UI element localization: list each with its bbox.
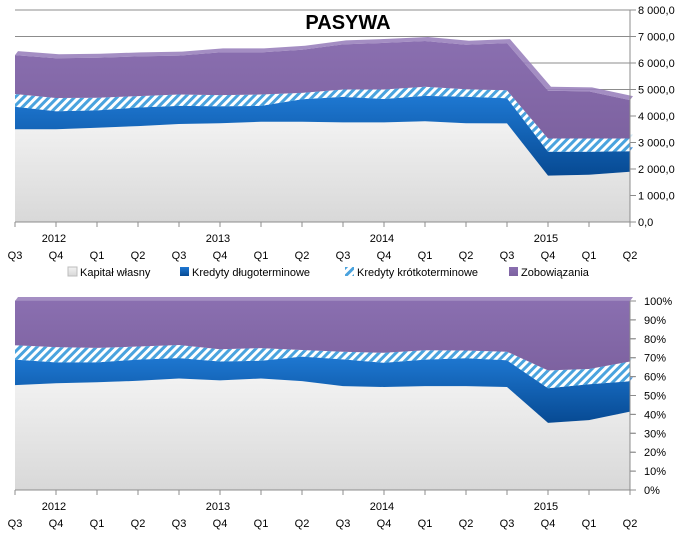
x-tick-label: Q3	[172, 250, 187, 262]
legend-swatch	[345, 267, 354, 276]
y-tick-label: 0,0	[638, 217, 653, 229]
y-tick-label: 2 000,0	[638, 164, 675, 176]
y-tick-label: 50%	[644, 391, 666, 403]
x-tick-label: Q1	[90, 250, 105, 262]
x-axis-tick-labels: Q3 Q4 Q1 Q2 Q3 Q4 Q1 Q2 Q3 Q4 Q1 Q2 Q3 Q4 Q1 Q2	[8, 250, 638, 262]
y-tick-label: 100%	[644, 296, 672, 308]
x-tick-label: Q3	[8, 518, 23, 530]
x-tick-label: Q4	[377, 518, 392, 530]
year-label: 2012	[42, 233, 66, 245]
y-axis-tick-labels: 0,0 1 000,0 2 000,0 3 000,0 4 000,0 5 000,0 6 …	[638, 5, 675, 229]
y-tick-label: 90%	[644, 315, 666, 327]
y-tick-label: 80%	[644, 334, 666, 346]
x-tick-label: Q2	[459, 518, 474, 530]
chart-title: PASYWA	[305, 12, 390, 34]
legend-swatch	[180, 267, 189, 276]
x-tick-label: Q1	[582, 518, 597, 530]
x-tick-label: Q1	[418, 518, 433, 530]
legend-label: Kredyty długoterminowe	[192, 267, 310, 279]
x-tick-label: Q2	[131, 518, 146, 530]
year-labels: 2012 2013 2014 2015	[42, 233, 558, 245]
x-tick-label: Q4	[541, 518, 556, 530]
y-tick-label: 30%	[644, 428, 666, 440]
x-tick-label: Q4	[49, 518, 64, 530]
x-tick-label: Q3	[500, 250, 515, 262]
year-label: 2014	[370, 233, 394, 245]
area-kredyty-krotkoterminowe	[15, 345, 630, 389]
area-edge-zobowiazania	[15, 37, 633, 101]
year-labels: 2012 2013 2014 2015	[42, 501, 558, 513]
y-tick-label: 70%	[644, 353, 666, 365]
area-zobowiazania	[15, 41, 630, 139]
y-tick-label: 0%	[644, 485, 660, 497]
x-tick-label: Q2	[131, 250, 146, 262]
x-tick-label: Q2	[295, 250, 310, 262]
x-tick-label: Q3	[336, 518, 351, 530]
y-tick-label: 5 000,0	[638, 85, 675, 97]
legend-item-kapital-wlasny: Kapitał własny	[67, 266, 151, 279]
x-tick-label: Q3	[8, 250, 23, 262]
legend-item-kredyty-krotkoterminowe: Kredyty krótkoterminowe	[345, 267, 478, 279]
legend-label: Zobowiązania	[521, 267, 590, 279]
y-tick-label: 7 000,0	[638, 32, 675, 44]
y-tick-label: 40%	[644, 409, 666, 421]
x-tick-label: Q3	[500, 518, 515, 530]
y-tick-label: 1 000,0	[638, 191, 675, 203]
legend-item-kredyty-dlugoterminowe: Kredyty długoterminowe	[180, 267, 310, 279]
area-kapital-wlasny	[15, 378, 630, 490]
x-tick-label: Q2	[623, 250, 638, 262]
area-edge-zobowiazania	[15, 297, 633, 301]
year-label: 2015	[534, 501, 558, 513]
area-zobowiazania	[15, 301, 630, 371]
y-tick-label: 10%	[644, 466, 666, 478]
x-tick-label: Q4	[213, 518, 228, 530]
stacked-areas	[15, 37, 633, 222]
area-kredyty-dlugoterminowe	[15, 356, 630, 423]
x-tick-label: Q3	[336, 250, 351, 262]
year-label: 2014	[370, 501, 394, 513]
year-label: 2015	[534, 233, 558, 245]
year-label: 2013	[206, 233, 230, 245]
x-tick-label: Q2	[459, 250, 474, 262]
x-tick-label: Q3	[172, 518, 187, 530]
year-label: 2013	[206, 501, 230, 513]
area-kredyty-dlugoterminowe	[15, 95, 630, 176]
year-label: 2012	[42, 501, 66, 513]
pasywa-percent-chart: 0% 10% 20% 30% 40% 50% 60% 70% 80% 90% 100% Q3 Q4 Q1…	[8, 296, 673, 530]
area-kapital-wlasny	[15, 121, 630, 222]
axes	[14, 9, 635, 227]
y-tick-label: 6 000,0	[638, 58, 675, 70]
pasywa-chart: PASYWA 0,0 1 000,0 2 000,0 3 000,0 4 000,0 5 …	[8, 5, 675, 279]
x-tick-label: Q1	[418, 250, 433, 262]
x-tick-label: Q4	[213, 250, 228, 262]
x-tick-label: Q1	[582, 250, 597, 262]
legend: Kapitał własny Kredyty długoterminowe Kred…	[67, 266, 590, 279]
x-axis-tick-labels: Q3 Q4 Q1 Q2 Q3 Q4 Q1 Q2 Q3 Q4 Q1 Q2 Q3 Q4 Q1 Q2	[8, 518, 638, 530]
y-tick-label: 3 000,0	[638, 138, 675, 150]
y-tick-label: 20%	[644, 447, 666, 459]
area-kredyty-krotkoterminowe	[15, 86, 630, 152]
stacked-areas	[15, 297, 633, 490]
legend-swatch	[67, 266, 78, 277]
x-tick-label: Q1	[90, 518, 105, 530]
y-tick-label: 60%	[644, 372, 666, 384]
y-tick-label: 4 000,0	[638, 111, 675, 123]
y-axis-tick-labels: 0% 10% 20% 30% 40% 50% 60% 70% 80% 90% 100%	[644, 296, 672, 497]
axes	[14, 300, 635, 495]
x-tick-label: Q1	[254, 518, 269, 530]
x-tick-label: Q1	[254, 250, 269, 262]
x-tick-label: Q2	[295, 518, 310, 530]
legend-item-zobowiazania: Zobowiązania	[509, 267, 590, 279]
legend-swatch	[509, 267, 518, 276]
x-tick-label: Q2	[623, 518, 638, 530]
legend-label: Kredyty krótkoterminowe	[357, 267, 478, 279]
x-tick-label: Q4	[541, 250, 556, 262]
x-tick-label: Q4	[49, 250, 64, 262]
legend-label: Kapitał własny	[80, 267, 151, 279]
y-tick-label: 8 000,0	[638, 5, 675, 17]
x-tick-label: Q4	[377, 250, 392, 262]
